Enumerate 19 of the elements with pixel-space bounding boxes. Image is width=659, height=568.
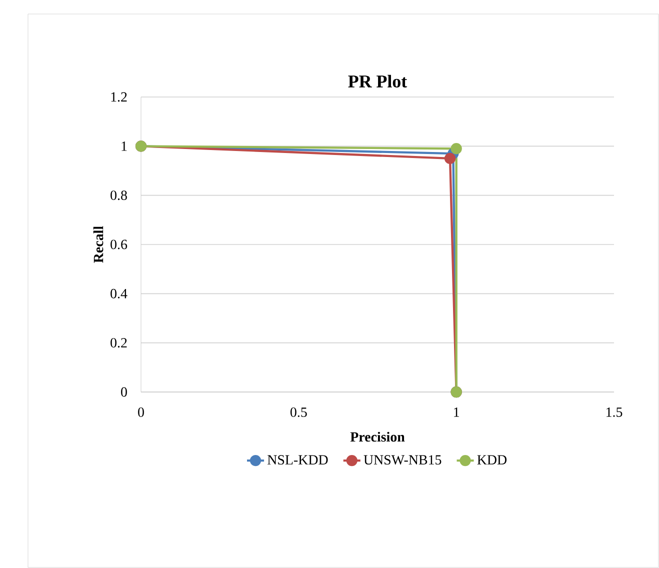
legend-label: NSL-KDD — [268, 455, 328, 465]
x-tick-label: 0.5 — [290, 408, 307, 417]
x-tick-label: 1 — [454, 408, 459, 417]
legend-label: KDD — [477, 455, 507, 464]
y-tick-label: 0.2 — [110, 338, 127, 348]
y-tick-label: 0 — [121, 387, 127, 397]
legend-label: UNSW-NB15 — [364, 455, 442, 465]
y-tick-label: 1.2 — [111, 92, 127, 102]
point — [450, 143, 462, 154]
y-tick-label: 0.6 — [110, 240, 128, 250]
y-tick-label: 0.8 — [110, 190, 127, 200]
y-tick-label: 1 — [122, 142, 127, 151]
x-tick-label: 1.5 — [606, 408, 622, 417]
x-axis-title: Precision — [350, 432, 405, 442]
x-tick-label: 0 — [138, 408, 144, 417]
point — [444, 152, 456, 164]
y-axis-title: Recall — [93, 226, 104, 263]
y-tick-label: 0.4 — [110, 288, 128, 298]
chart-title: PR Plot — [348, 74, 408, 88]
